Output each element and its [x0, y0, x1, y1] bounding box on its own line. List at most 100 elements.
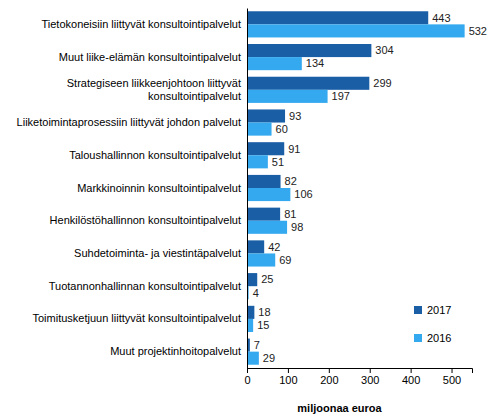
x-tick-label: 100: [279, 374, 297, 386]
y-tick-label: Liiketoimintaprosessiin liittyvät johdon…: [17, 116, 241, 128]
chart: 4433042999391828142251875321341976051106…: [0, 0, 491, 420]
x-tick-mark: [370, 368, 371, 373]
y-tick-label-line: Tietokoneisiin liittyvät konsultointipal…: [41, 18, 241, 30]
y-tick: Liiketoimintaprosessiin liittyvät johdon…: [17, 116, 241, 128]
data-label: 93: [289, 110, 301, 122]
data-label: 532: [469, 25, 487, 37]
data-label: 81: [284, 208, 296, 220]
y-tick-label: Toimitusketjuun liittyvät konsultointipa…: [33, 312, 242, 324]
y-tick-label-line: Liiketoimintaprosessiin liittyvät johdon…: [17, 116, 241, 128]
y-tick-label: Tietokoneisiin liittyvät konsultointipal…: [41, 18, 241, 30]
y-tick: Toimitusketjuun liittyvät konsultointipa…: [33, 312, 242, 324]
bar: [247, 253, 275, 266]
y-tick: Taloushallinnon konsultointipalvelut: [69, 149, 241, 161]
x-tick-label: 0: [244, 374, 250, 386]
x-tick-label: 400: [402, 374, 420, 386]
y-tick-label-line: Strategiseen liikkeenjohtoon liittyvät: [67, 77, 241, 89]
bar: [247, 155, 268, 168]
y-tick-label: Muut projektinhoitopalvelut: [110, 345, 241, 357]
data-label: 443: [432, 12, 450, 24]
data-label: 98: [291, 221, 303, 233]
y-tick: Tietokoneisiin liittyvät konsultointipal…: [41, 18, 241, 30]
bar: [247, 273, 257, 286]
x-tick-mark: [452, 368, 453, 373]
data-label: 7: [254, 339, 260, 351]
x-tick: 400: [402, 368, 420, 386]
data-label: 4: [253, 287, 259, 299]
y-tick: Muut liike-elämän konsultointipalvelut: [59, 51, 241, 63]
data-label: 91: [288, 143, 300, 155]
data-label: 106: [294, 188, 312, 200]
data-labels: 4433042999391828142251875321341976051106…: [253, 12, 487, 364]
y-tick-label-line: Toimitusketjuun liittyvät konsultointipa…: [33, 312, 242, 324]
y-tick-label-line: Henkilöstöhallinnon konsultointipalvelut: [50, 214, 241, 226]
bar: [247, 123, 272, 136]
x-tick: 300: [361, 368, 379, 386]
x-tick-label: 500: [443, 374, 461, 386]
bar: [247, 77, 369, 90]
bar: [247, 142, 284, 155]
bar: [247, 352, 259, 365]
y-tick-label: Tuotannonhallinnan konsultointipalvelut: [49, 280, 241, 292]
data-label: 69: [279, 254, 291, 266]
data-label: 15: [257, 319, 269, 331]
x-tick: 100: [279, 368, 297, 386]
data-label: 134: [306, 57, 324, 69]
data-label: 60: [276, 123, 288, 135]
x-axis: 0 100 200 300 400 500: [244, 368, 472, 386]
y-tick-label-line: konsultointipalvelut: [148, 90, 241, 102]
x-tick-label: 200: [320, 374, 338, 386]
y-tick-label: Henkilöstöhallinnon konsultointipalvelut: [50, 214, 241, 226]
bar: [247, 240, 264, 253]
bar: [247, 11, 428, 24]
bar: [247, 44, 371, 57]
y-tick-label: Strategiseen liikkeenjohtoon liittyvätko…: [67, 77, 241, 102]
data-label: 18: [258, 306, 270, 318]
y-tick: Tuotannonhallinnan konsultointipalvelut: [49, 280, 241, 292]
legend-label: 2016: [427, 332, 451, 344]
y-tick-label: Muut liike-elämän konsultointipalvelut: [59, 51, 241, 63]
data-label: 42: [268, 241, 280, 253]
y-tick-label-line: Taloushallinnon konsultointipalvelut: [69, 149, 241, 161]
x-tick: 200: [320, 368, 338, 386]
y-tick-label: Taloushallinnon konsultointipalvelut: [69, 149, 241, 161]
legend: 2017 2016: [414, 304, 451, 344]
y-tick: Suhdetoiminta- ja viestintäpalvelut: [74, 247, 241, 259]
x-tick-mark: [329, 368, 330, 373]
bar: [247, 90, 328, 103]
y-tick: Muut projektinhoitopalvelut: [110, 345, 241, 357]
x-tick-mark: [411, 368, 412, 373]
plot: 4433042999391828142251875321341976051106…: [17, 9, 487, 386]
x-tick-label: 300: [361, 374, 379, 386]
bar: [247, 208, 280, 221]
bar: [247, 24, 465, 37]
y-tick-label-line: Tuotannonhallinnan konsultointipalvelut: [49, 280, 241, 292]
y-tick: Markkinoinnin konsultointipalvelut: [77, 182, 241, 194]
bar: [247, 188, 290, 201]
data-label: 29: [263, 352, 275, 364]
bar: [247, 57, 302, 70]
bar: [247, 109, 285, 122]
legend-swatch: [414, 334, 422, 342]
bar: [247, 175, 281, 188]
y-tick: Henkilöstöhallinnon konsultointipalvelut: [50, 214, 241, 226]
data-label: 299: [373, 77, 391, 89]
data-label: 304: [375, 44, 393, 56]
y-tick-label-line: Suhdetoiminta- ja viestintäpalvelut: [74, 247, 241, 259]
y-tick: Strategiseen liikkeenjohtoon liittyvätko…: [67, 77, 241, 102]
x-axis-title: miljoonaa euroa: [297, 402, 382, 414]
y-tick-label: Suhdetoiminta- ja viestintäpalvelut: [74, 247, 241, 259]
bar: [247, 306, 254, 319]
y-tick-label-line: Muut projektinhoitopalvelut: [110, 345, 241, 357]
x-tick-mark: [247, 368, 248, 373]
y-tick-label: Markkinoinnin konsultointipalvelut: [77, 182, 241, 194]
y-tick-label-line: Muut liike-elämän konsultointipalvelut: [59, 51, 241, 63]
data-label: 197: [332, 90, 350, 102]
legend-swatch: [414, 306, 422, 314]
data-label: 51: [272, 156, 284, 168]
bars: [247, 11, 465, 364]
y-axis-line: [247, 9, 248, 369]
x-tick-mark: [288, 368, 289, 373]
legend-label: 2017: [427, 304, 451, 316]
data-label: 82: [285, 175, 297, 187]
